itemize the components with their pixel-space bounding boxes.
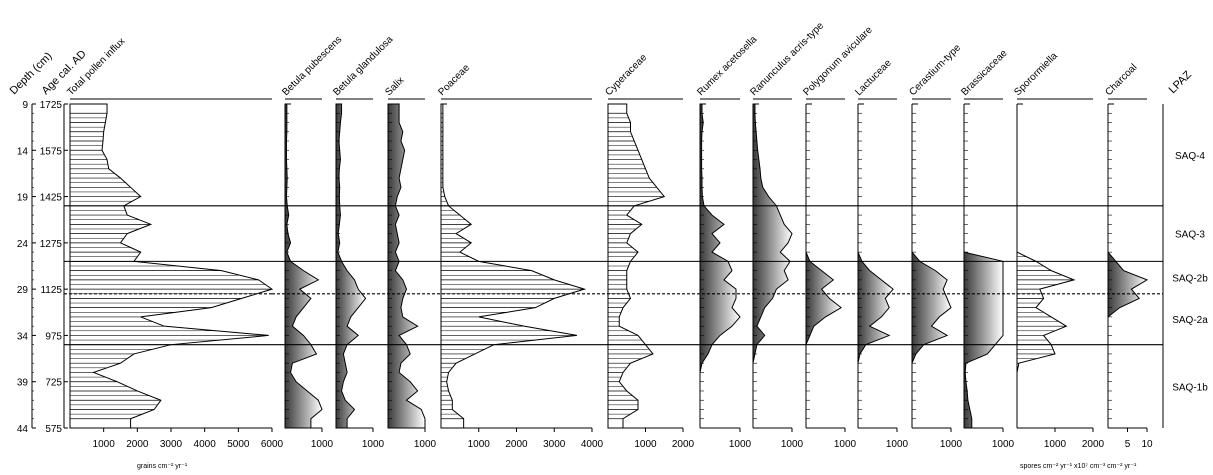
series-area [1107, 104, 1149, 428]
series-name: Sporormiella [1012, 50, 1060, 98]
x-tick-label: 1000 [729, 439, 752, 450]
x-tick-label: 1000 [311, 439, 334, 450]
unit-label-left: grains cm⁻² yr⁻¹ [137, 463, 188, 470]
series-area [335, 103, 367, 429]
x-tick-label: 2000 [1082, 439, 1105, 450]
x-tick-label: 3000 [543, 439, 566, 450]
x-tick-label: 6000 [261, 439, 284, 450]
x-tick-label: 4000 [581, 439, 604, 450]
series-area [805, 104, 842, 428]
depth-tick-label: 34 [17, 331, 29, 342]
series-name: Poaceae [436, 62, 472, 98]
age-tick-label: 725 [45, 378, 62, 389]
unit-label-right: spores cm⁻² yr⁻¹ x10⁷ cm⁻³ cm⁻² yr⁻¹ [1020, 463, 1137, 470]
series-area [387, 103, 426, 429]
panel-poaceae: 1000 2000 3000 4000 Poaceae [436, 62, 603, 450]
zone-label: SAQ-1b [1172, 382, 1208, 393]
age-tick-label: 975 [45, 331, 62, 342]
series-area [752, 103, 793, 428]
age-tick-label: 1275 [40, 239, 63, 250]
depth-tick-label: 24 [17, 239, 29, 250]
x-tick-label: 1000 [1044, 439, 1067, 450]
zone-lines [64, 104, 1164, 428]
x-tick-label: 1000 [362, 439, 385, 450]
series-area [911, 104, 952, 428]
panel-cerastium-type: 1000 Cerastium-type [907, 42, 963, 450]
panel-sporormiella: 1000 2000 Sporormiella [1012, 50, 1104, 450]
age-tick-label: 1425 [40, 193, 63, 204]
series-area [284, 103, 323, 429]
x-tick-label: 1000 [414, 439, 437, 450]
panel-cyperaceae: 1000 2000 Cyperaceae [603, 52, 694, 450]
lpaz-header: LPAZ [1167, 69, 1195, 97]
x-tick-label: 1000 [468, 439, 491, 450]
x-tick-label: 10 [1141, 439, 1153, 450]
age-tick-label: 1125 [40, 285, 62, 296]
panel-salix: 1000 Salix [383, 75, 436, 450]
depth-tick-label: 29 [17, 285, 29, 296]
depth-tick-label: 19 [17, 193, 29, 204]
x-tick-label: 3000 [160, 439, 183, 450]
series-name: Cyperaceae [603, 52, 649, 98]
panel-charcoal: 5 10 Charcoal [1103, 62, 1153, 450]
x-tick-label: 2000 [505, 439, 528, 450]
x-tick-label: 1000 [886, 439, 909, 450]
series-name: Lactuceae [853, 57, 894, 98]
panel-lactuceae: 1000 Lactuceae [853, 57, 908, 450]
x-tick-label: 2000 [126, 439, 149, 450]
x-tick-label: 1000 [834, 439, 857, 450]
x-tick-label: 5 [1125, 439, 1131, 450]
depth-age-axes [31, 103, 68, 429]
age-tick-label: 575 [45, 424, 62, 435]
series-area [963, 104, 1004, 429]
zone-label: SAQ-3 [1175, 230, 1205, 241]
series-name: Brassicaceae [959, 48, 1010, 99]
x-tick-label: 1000 [93, 439, 116, 450]
x-tick-label: 1000 [781, 439, 804, 450]
zone-label: SAQ-2a [1172, 315, 1208, 326]
x-tick-label: 1000 [940, 439, 963, 450]
depth-tick-label: 44 [17, 424, 29, 435]
depth-tick-label: 39 [17, 378, 29, 389]
zone-label: SAQ-2b [1172, 274, 1208, 285]
x-tick-label: 2000 [672, 439, 695, 450]
x-tick-label: 4000 [194, 439, 217, 450]
panel-brassicaceae: 1000 Brassicaceae [959, 48, 1014, 450]
x-tick-label: 1000 [634, 439, 657, 450]
x-tick-label: 5000 [227, 439, 250, 450]
x-tick-label: 1000 [992, 439, 1015, 450]
series-area [699, 103, 741, 428]
depth-tick-label: 9 [22, 100, 28, 111]
age-tick-label: 1725 [40, 100, 63, 111]
age-tick-label: 1575 [40, 146, 63, 157]
series-name: Cerastium-type [907, 42, 963, 98]
depth-tick-label: 14 [17, 146, 29, 157]
zone-label: SAQ-4 [1175, 151, 1205, 162]
series-area [857, 104, 894, 428]
series-name: Charcoal [1103, 62, 1139, 98]
series-name: Salix [383, 75, 406, 98]
